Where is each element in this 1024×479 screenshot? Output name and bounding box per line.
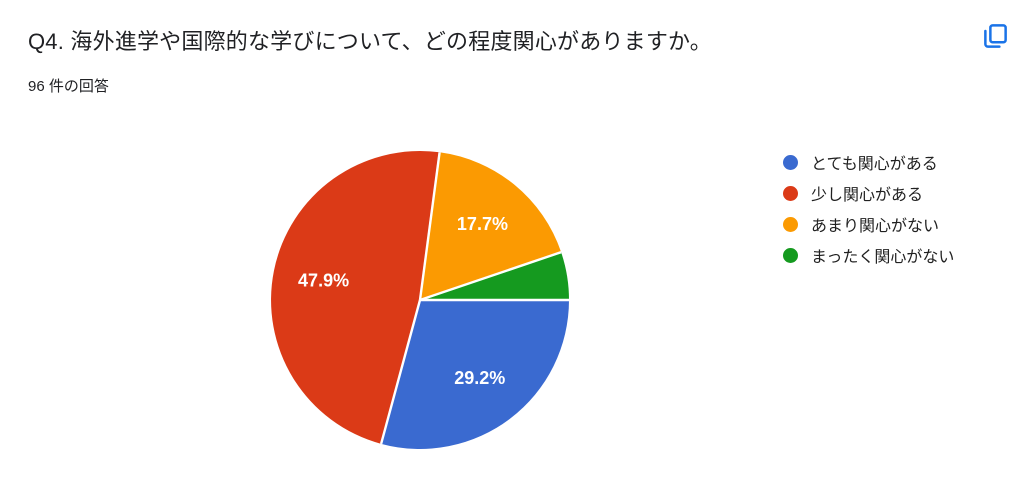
legend-dot-1 (783, 154, 798, 170)
legend-item-3: あまり関心がない (783, 215, 954, 235)
pie-chart-area: 29.2% 47.9% 17.7% (270, 150, 570, 450)
legend-label-1: とても関心がある (811, 156, 938, 173)
pie-slice-divider (379, 299, 422, 445)
legend-item-4: まったく関心がない (783, 246, 955, 266)
legend-dot-2 (783, 185, 798, 201)
legend-item-2: 少し関心がある (783, 184, 954, 204)
copy-icon (984, 24, 1007, 48)
pie-slice-2[interactable] (271, 151, 440, 444)
question-title: Q4. 海外進学や国際的な学びについて、どの程度関心がありますか。 (28, 29, 712, 54)
legend-label-2: 少し関心がある (811, 187, 924, 204)
legend-dot-4 (783, 247, 798, 263)
pie-slice-label-3: 17.7% (457, 214, 508, 234)
pie-chart: 29.2% 47.9% 17.7% (271, 151, 569, 449)
pie-slice-divider (418, 152, 441, 301)
legend-label-3: あまり関心がない (811, 218, 940, 235)
chart-legend: とても関心がある 少し関心がある あまり関心がない まったく関心がない (783, 153, 955, 266)
legend-item-1: とても関心がある (783, 153, 954, 173)
pie-slice-divider (419, 251, 562, 302)
legend-dot-3 (783, 216, 798, 232)
response-count: 96 件の回答 (28, 78, 109, 95)
copy-chart-button[interactable] (976, 17, 1014, 55)
pie-slice-1[interactable] (381, 300, 569, 449)
pie-slice-label-1: 29.2% (454, 368, 505, 388)
pie-slice-label-2: 47.9% (298, 271, 349, 291)
legend-label-4: まったく関心がない (811, 249, 955, 266)
